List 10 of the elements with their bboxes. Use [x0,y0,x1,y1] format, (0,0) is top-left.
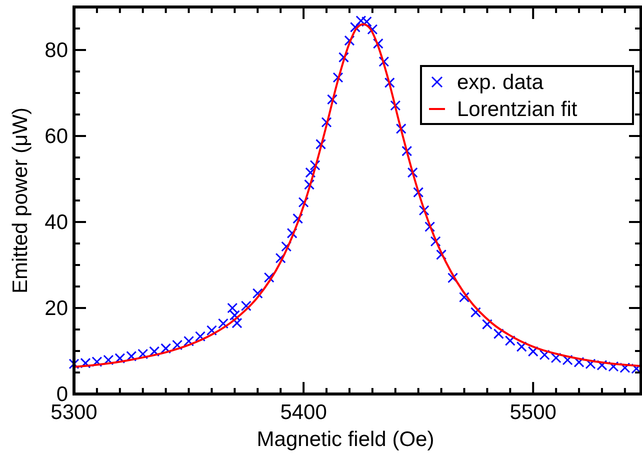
y-tick-label: 20 [44,297,68,320]
x-tick-label: 5400 [280,401,327,424]
legend-label: Lorentzian fit [457,98,578,121]
legend-label: exp. data [457,71,544,94]
y-tick-label: 80 [44,39,68,62]
y-axis-title: Emitted power (μW) [9,108,32,294]
y-tick-label: 40 [44,211,68,234]
x-axis-title: Magnetic field (Oe) [256,428,434,451]
y-tick-label: 60 [44,125,68,148]
x-tick-label: 5500 [510,401,556,424]
